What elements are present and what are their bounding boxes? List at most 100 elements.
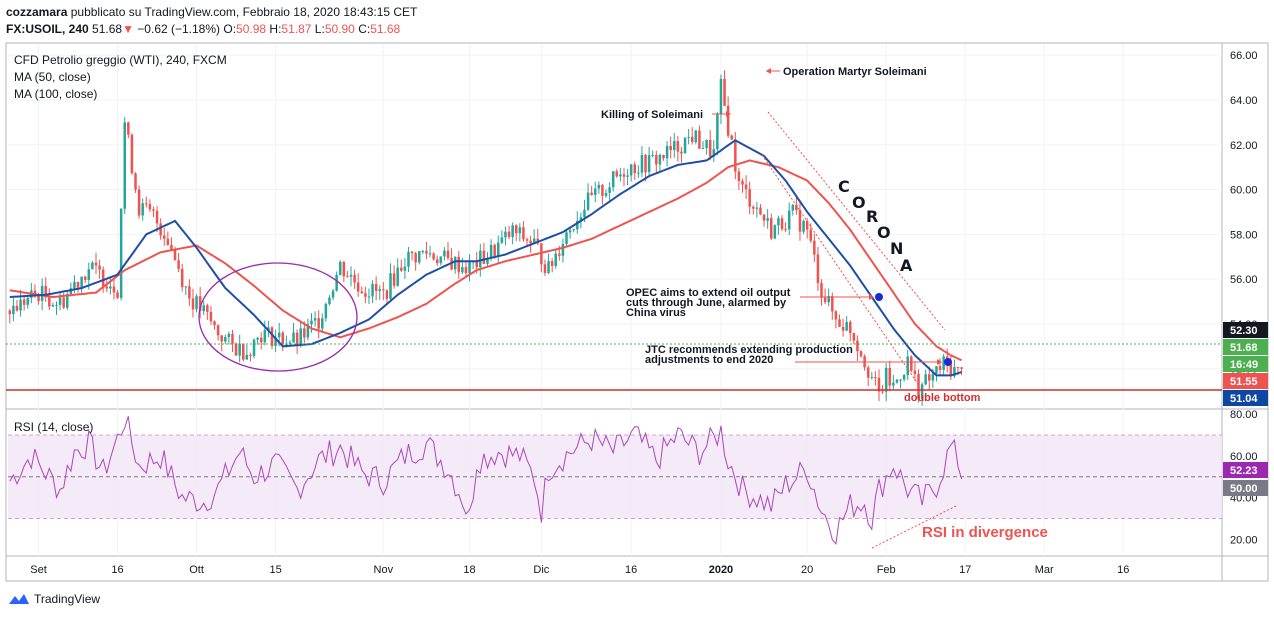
- candle: [748, 181, 751, 215]
- candle: [888, 360, 892, 392]
- svg-text:52.30: 52.30: [1230, 325, 1258, 337]
- price-tick-label: 66.00: [1230, 50, 1258, 62]
- candle: [123, 117, 126, 215]
- candle: [841, 318, 845, 337]
- candle: [364, 286, 367, 304]
- candle: [421, 249, 425, 255]
- candle: [464, 261, 468, 278]
- time-tick-label: Mar: [1035, 564, 1054, 576]
- last-price: 51.68: [92, 22, 123, 36]
- candle: [550, 258, 554, 273]
- candle: [439, 256, 443, 266]
- svg-text:50.00: 50.00: [1230, 483, 1258, 495]
- candle: [367, 288, 371, 304]
- candle: [227, 331, 231, 345]
- candle: [802, 219, 805, 235]
- candle: [658, 153, 662, 173]
- time-tick-label: 16: [1117, 564, 1129, 576]
- candle: [116, 289, 119, 300]
- candle: [884, 363, 888, 402]
- candle: [813, 234, 816, 262]
- candle: [687, 129, 690, 145]
- candle: [518, 223, 522, 242]
- svg-text:52.23: 52.23: [1230, 465, 1258, 477]
- candle: [274, 329, 277, 352]
- candle: [252, 338, 256, 359]
- candle: [690, 127, 694, 145]
- consolidation-ellipse: [198, 262, 358, 372]
- corona-letter-6: A: [900, 256, 913, 275]
- candle: [698, 125, 701, 149]
- candle: [382, 282, 385, 301]
- candle: [608, 182, 611, 203]
- candle: [712, 140, 716, 163]
- candle: [924, 369, 927, 386]
- candle: [644, 153, 647, 182]
- price-badge: 51.55: [1223, 373, 1268, 389]
- candle: [615, 168, 619, 178]
- candle: [532, 229, 536, 244]
- candle: [514, 224, 518, 242]
- candle: [385, 289, 389, 306]
- publish-date: pubblicato su TradingView.com, Febbraio …: [70, 5, 418, 19]
- ma100-line: [9, 159, 963, 362]
- candle: [651, 150, 654, 158]
- candle: [224, 334, 227, 344]
- candle: [906, 349, 909, 381]
- candle: [723, 70, 726, 107]
- arrowhead-operation: [766, 68, 771, 74]
- time-tick-label: 2020: [709, 564, 733, 576]
- candle: [8, 308, 12, 324]
- open-label: O:: [223, 22, 237, 36]
- candle: [414, 251, 417, 271]
- candle: [902, 373, 906, 382]
- price-badge: 51.04: [1223, 390, 1268, 406]
- candle: [202, 301, 206, 315]
- candle: [213, 320, 216, 330]
- candle: [435, 255, 439, 266]
- candle: [913, 361, 917, 381]
- time-tick-label: Ott: [189, 564, 204, 576]
- candle: [91, 260, 94, 270]
- candle: [166, 231, 170, 246]
- candle: [234, 342, 238, 356]
- candle: [734, 131, 737, 180]
- legend-ma50: MA (50, close): [14, 70, 91, 84]
- candle: [676, 135, 680, 162]
- candle: [12, 297, 15, 322]
- candle: [752, 205, 755, 215]
- candle: [292, 322, 295, 343]
- chart-frame: [5, 42, 1269, 582]
- candle: [482, 243, 486, 265]
- candle: [148, 199, 152, 212]
- candle: [259, 332, 263, 350]
- annotation-killing: Killing of Soleimani: [601, 109, 703, 121]
- candle: [633, 161, 637, 180]
- candle: [188, 279, 191, 307]
- candle: [295, 329, 299, 354]
- candle: [597, 181, 601, 194]
- candle: [324, 302, 328, 322]
- candle: [400, 259, 403, 273]
- candle: [741, 178, 744, 193]
- candle: [392, 265, 396, 289]
- candle: [170, 237, 173, 251]
- annotation-opec-3: China virus: [626, 307, 686, 319]
- candle: [701, 140, 705, 149]
- price-tick-label: 56.00: [1230, 274, 1258, 286]
- candle: [910, 355, 913, 373]
- candle: [730, 134, 733, 140]
- rsi-tick-label: 80.00: [1230, 409, 1258, 421]
- time-tick-label: Set: [30, 564, 47, 576]
- candle: [180, 263, 184, 292]
- candle: [245, 344, 249, 360]
- candle: [766, 209, 769, 229]
- candle: [389, 263, 392, 302]
- candle: [152, 206, 155, 217]
- candle: [44, 277, 47, 302]
- candle: [130, 133, 134, 175]
- candle: [845, 316, 848, 332]
- candle: [457, 251, 461, 279]
- corona-letter-1: C: [838, 177, 850, 196]
